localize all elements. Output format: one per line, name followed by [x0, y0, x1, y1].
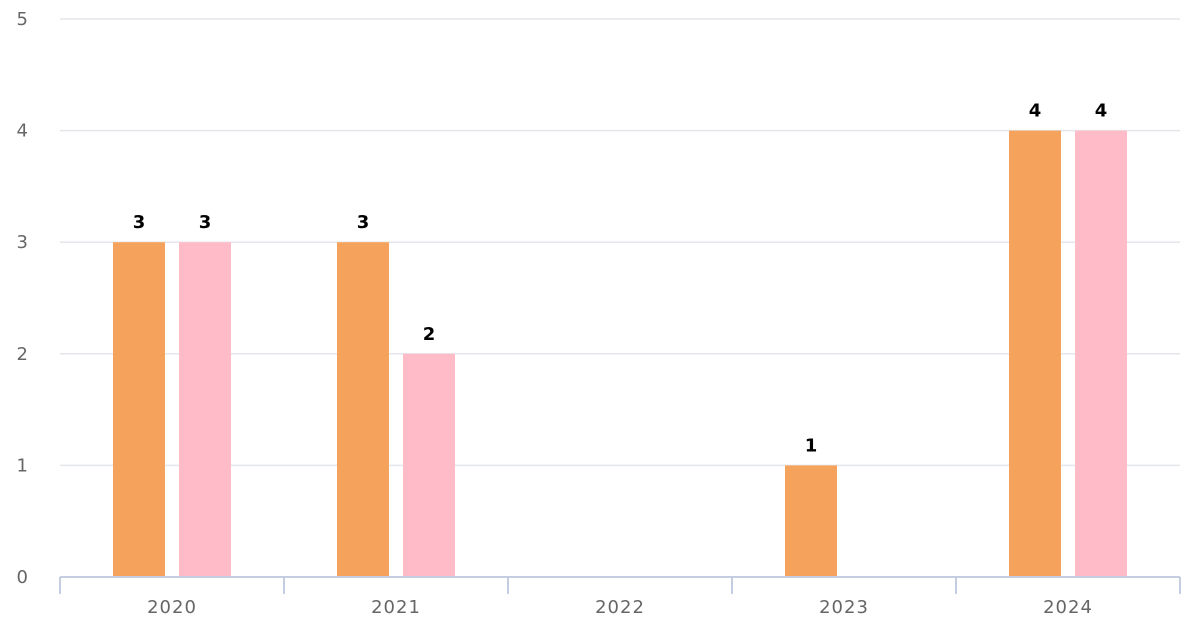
data-label: 3	[133, 212, 146, 233]
y-tick-label: 1	[17, 455, 28, 476]
y-tick-label: 4	[17, 121, 28, 142]
bar	[1009, 130, 1061, 577]
bar	[179, 242, 231, 577]
y-tick-label: 2	[17, 344, 28, 365]
x-tick-label: 2021	[371, 597, 421, 618]
data-label: 4	[1029, 101, 1042, 122]
x-tick-label: 2024	[1043, 597, 1093, 618]
x-axis: 2020 2021 2022 2023 2024	[59, 576, 1181, 618]
gridlines	[60, 18, 1180, 467]
x-tick-label: 2020	[147, 597, 197, 618]
y-axis-ticks: 0 1 2 3 4 5	[17, 9, 28, 588]
y-tick-label: 0	[17, 567, 28, 588]
x-tick-label: 2023	[819, 597, 869, 618]
data-labels: 3 3 3 2 1 4 4	[133, 101, 1108, 457]
bar	[1075, 130, 1127, 577]
bar	[337, 242, 389, 577]
bars	[113, 130, 1127, 577]
data-label: 1	[805, 435, 818, 456]
bar	[113, 242, 165, 577]
bar	[785, 465, 837, 577]
bar	[403, 353, 455, 577]
y-tick-label: 3	[17, 232, 28, 253]
data-label: 4	[1095, 101, 1108, 122]
data-label: 3	[199, 212, 212, 233]
y-tick-label: 5	[17, 9, 28, 30]
data-label: 3	[357, 212, 370, 233]
data-label: 2	[423, 324, 436, 345]
x-tick-label: 2022	[595, 597, 645, 618]
